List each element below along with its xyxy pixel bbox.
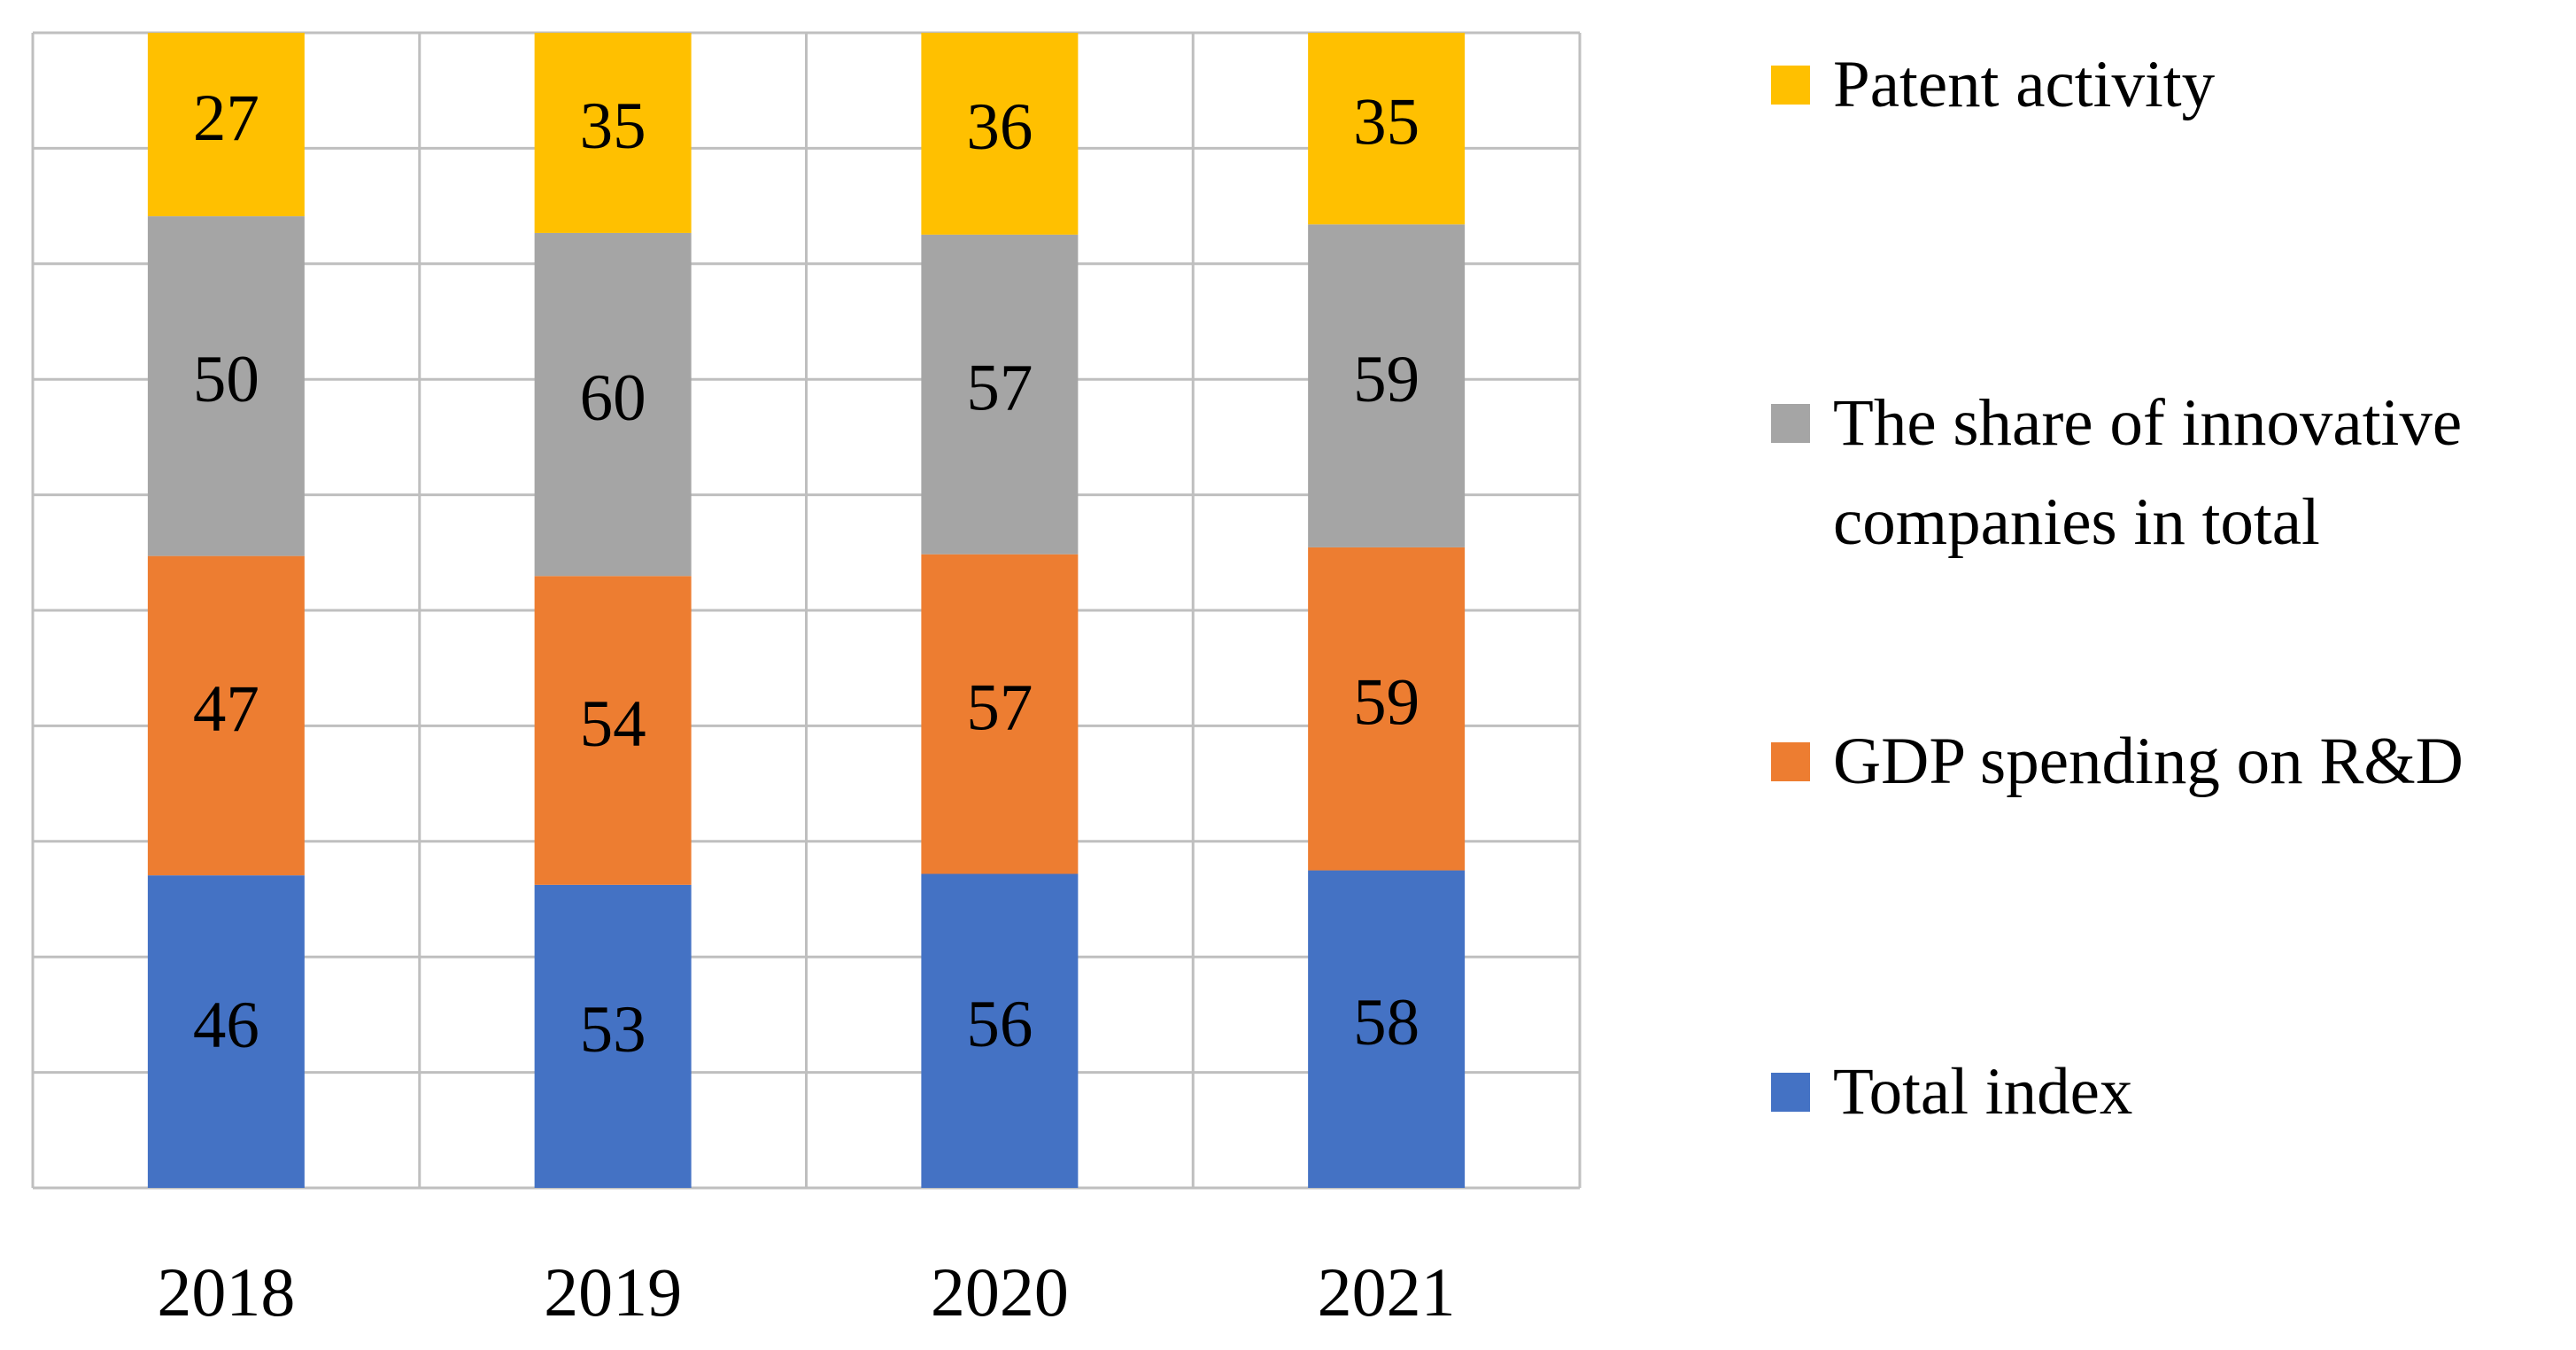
bar-segment xyxy=(534,232,692,577)
bar-segment xyxy=(1308,33,1466,225)
data-label: 58 xyxy=(1353,986,1420,1059)
legend-item: The share of innovative companies in tot… xyxy=(1771,374,2559,572)
bar-segment xyxy=(534,884,692,1188)
legend-swatch xyxy=(1771,742,1810,781)
bar-segment xyxy=(1308,870,1466,1188)
data-label: 50 xyxy=(193,343,259,416)
data-label: 54 xyxy=(580,687,646,761)
data-label: 27 xyxy=(193,81,259,155)
x-tick-label: 2021 xyxy=(1318,1253,1456,1331)
data-label: 36 xyxy=(966,90,1033,164)
legend: Patent activity The share of innovative c… xyxy=(1771,0,2568,1350)
legend-swatch xyxy=(1771,1073,1810,1112)
bar-segment xyxy=(1308,547,1466,871)
x-tick-label: 2018 xyxy=(157,1253,295,1331)
bar-segment xyxy=(147,216,305,556)
x-tick-label: 2019 xyxy=(544,1253,682,1331)
data-label: 57 xyxy=(966,671,1033,744)
bar-segment xyxy=(534,33,692,233)
bar-segment xyxy=(147,33,305,217)
bar-segment xyxy=(534,576,692,885)
bar-segment xyxy=(147,555,305,876)
legend-label: The share of innovative companies in tot… xyxy=(1833,386,2463,559)
legend-item: GDP spending on R&D xyxy=(1771,712,2559,811)
chart: 2018 46 47 50 27 2019 53 54 60 35 2020 56 57 57 36 2021… xyxy=(31,31,1582,1331)
legend-label: Patent activity xyxy=(1833,48,2216,121)
legend-swatch xyxy=(1771,404,1810,443)
data-label: 60 xyxy=(580,361,646,435)
x-tick-label: 2020 xyxy=(931,1253,1069,1331)
bar-segment xyxy=(921,33,1079,235)
data-label: 53 xyxy=(580,993,646,1067)
data-label: 57 xyxy=(966,352,1033,425)
data-label: 56 xyxy=(966,988,1033,1061)
bar-segment xyxy=(1308,224,1466,547)
bar-segment xyxy=(921,554,1079,874)
data-label: 35 xyxy=(1353,85,1420,159)
legend-item: Patent activity xyxy=(1771,35,2559,135)
bar-segment xyxy=(147,875,305,1188)
bar-segment xyxy=(921,234,1079,555)
data-label: 46 xyxy=(193,989,259,1062)
bar-segment xyxy=(921,873,1079,1188)
data-label: 59 xyxy=(1353,665,1420,739)
data-label: 47 xyxy=(193,672,259,746)
legend-item: Total index xyxy=(1771,1043,2559,1142)
legend-label: GDP spending on R&D xyxy=(1833,725,2464,798)
legend-swatch xyxy=(1771,66,1810,105)
legend-label: Total index xyxy=(1833,1055,2133,1129)
data-label: 35 xyxy=(580,89,646,163)
data-label: 59 xyxy=(1353,343,1420,416)
